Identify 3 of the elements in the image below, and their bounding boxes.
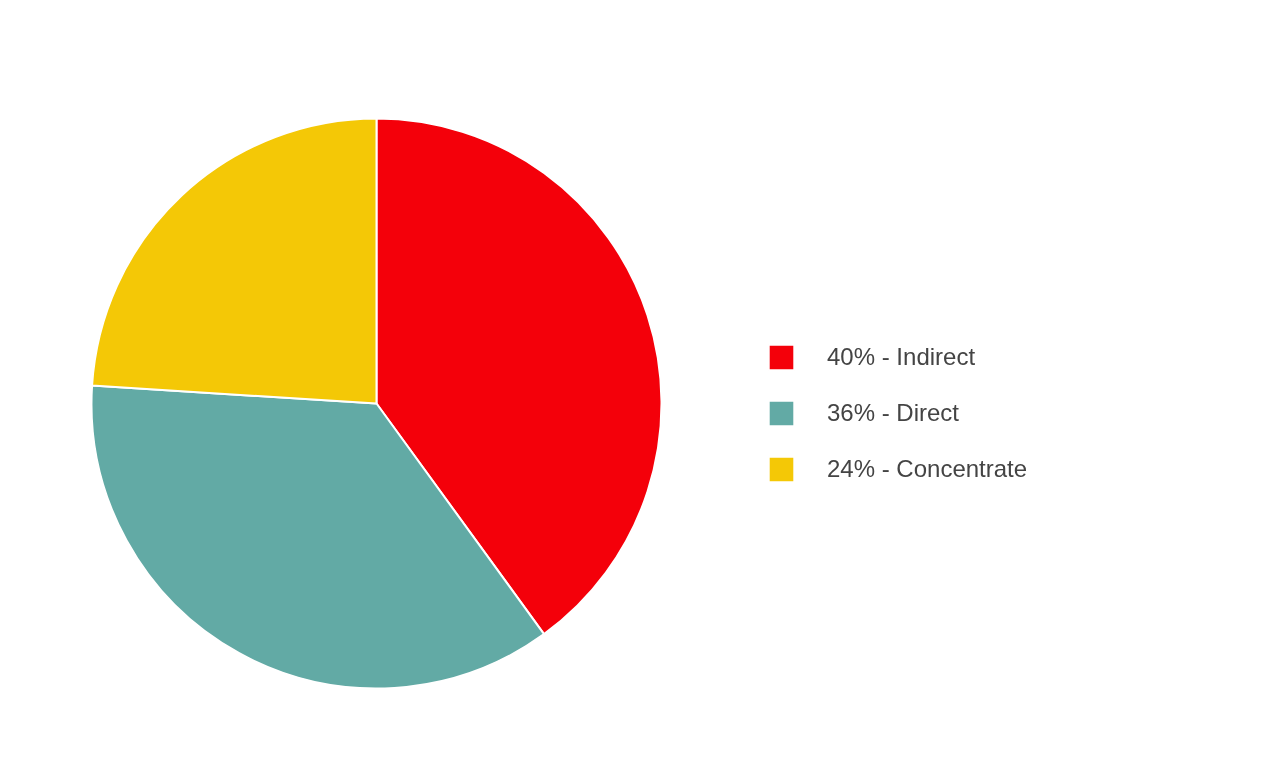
legend-label: 40% - Indirect: [827, 343, 976, 371]
legend-label: 24% - Concentrate: [827, 455, 1028, 483]
legend-label: 36% - Direct: [827, 399, 960, 427]
